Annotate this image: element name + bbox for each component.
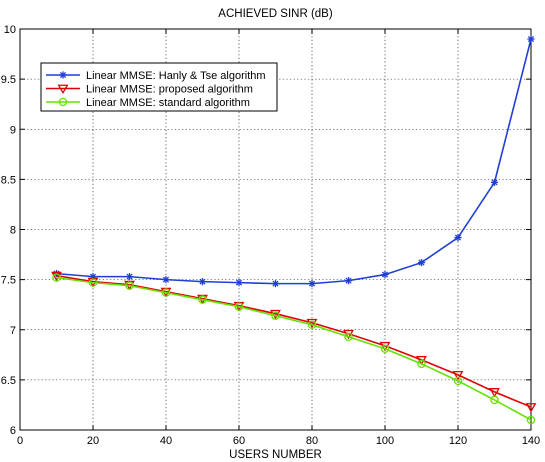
data-point-circle — [161, 288, 171, 297]
data-point-asterisk — [490, 178, 499, 186]
chart-title: ACHIEVED SINR (dB) — [218, 8, 333, 20]
data-point-circle — [526, 415, 536, 425]
series-3 — [52, 273, 536, 425]
data-point-asterisk — [271, 280, 280, 288]
legend-box — [40, 62, 278, 112]
data-point-triangle — [489, 388, 500, 398]
legend-entry: Linear MMSE: Hanly & Tse algorithm — [46, 70, 266, 82]
x-tick-label: 60 — [233, 435, 245, 447]
series-1 — [52, 35, 535, 288]
data-point-circle — [417, 359, 426, 369]
x-tick-label: 0 — [17, 435, 23, 447]
data-point-circle — [490, 395, 499, 405]
data-point-asterisk — [381, 271, 389, 279]
x-axis-label: USERS NUMBER — [229, 449, 322, 461]
data-point-asterisk — [59, 71, 67, 79]
legend: Linear MMSE: Hanly & Tse algorithm Linear… — [40, 62, 278, 112]
legend-entry: Linear MMSE: standard algorithm — [46, 97, 250, 109]
x-tick-label: 100 — [376, 435, 394, 447]
y-tick-label: 8.5 — [1, 174, 16, 186]
data-point-triangle — [270, 309, 281, 320]
y-tick-label: 7 — [10, 325, 16, 337]
series-line — [56, 38, 532, 285]
axis-ticks: 0 20 40 60 80 100 120 140 6 6.5 7 7.5 8 8.5 9 9.5 10 — [1, 24, 540, 447]
data-point-asterisk — [454, 233, 462, 242]
x-tick-label: 140 — [522, 435, 540, 447]
data-point-asterisk — [125, 273, 134, 281]
data-point-triangle — [525, 403, 537, 413]
data-point-circle — [271, 311, 280, 320]
series-line — [56, 274, 532, 408]
data-point-circle — [58, 97, 68, 107]
data-point-circle — [380, 344, 390, 354]
data-point-triangle — [452, 370, 464, 381]
data-point-asterisk — [308, 280, 316, 288]
y-tick-label: 10 — [4, 24, 16, 36]
x-tick-label: 20 — [87, 435, 99, 447]
y-tick-label: 9 — [10, 124, 16, 136]
y-tick-label: 8 — [10, 225, 16, 237]
y-tick-label: 6 — [10, 425, 16, 437]
data-point-asterisk — [527, 35, 535, 43]
legend-label: Linear MMSE: Hanly & Tse algorithm — [86, 70, 266, 82]
grid-lines — [20, 29, 531, 430]
data-point-circle — [88, 278, 98, 287]
data-point-asterisk — [162, 276, 170, 284]
series-line — [56, 276, 532, 421]
legend-entry: Linear MMSE: proposed algorithm — [46, 84, 253, 96]
y-tick-label: 7.5 — [1, 275, 16, 287]
data-point-circle — [198, 295, 207, 304]
series-layer — [51, 35, 537, 425]
data-point-triangle — [306, 318, 318, 329]
data-point-asterisk — [235, 279, 243, 287]
data-point-asterisk — [198, 278, 207, 286]
x-tick-label: 40 — [160, 435, 172, 447]
legend-label: Linear MMSE: proposed algorithm — [86, 84, 253, 96]
data-point-circle — [125, 281, 134, 290]
legend-label: Linear MMSE: standard algorithm — [86, 97, 250, 109]
data-point-triangle — [57, 84, 69, 95]
data-point-circle — [52, 273, 61, 282]
x-tick-label: 80 — [306, 435, 318, 447]
data-point-circle — [453, 376, 463, 386]
y-tick-label: 9.5 — [1, 74, 16, 86]
x-tick-label: 120 — [449, 435, 467, 447]
data-point-circle — [307, 320, 317, 329]
y-tick-label: 6.5 — [1, 375, 16, 387]
data-point-circle — [344, 332, 353, 342]
data-point-asterisk — [417, 258, 426, 267]
data-point-asterisk — [344, 277, 353, 285]
data-point-triangle — [51, 271, 62, 282]
data-point-circle — [234, 302, 244, 311]
